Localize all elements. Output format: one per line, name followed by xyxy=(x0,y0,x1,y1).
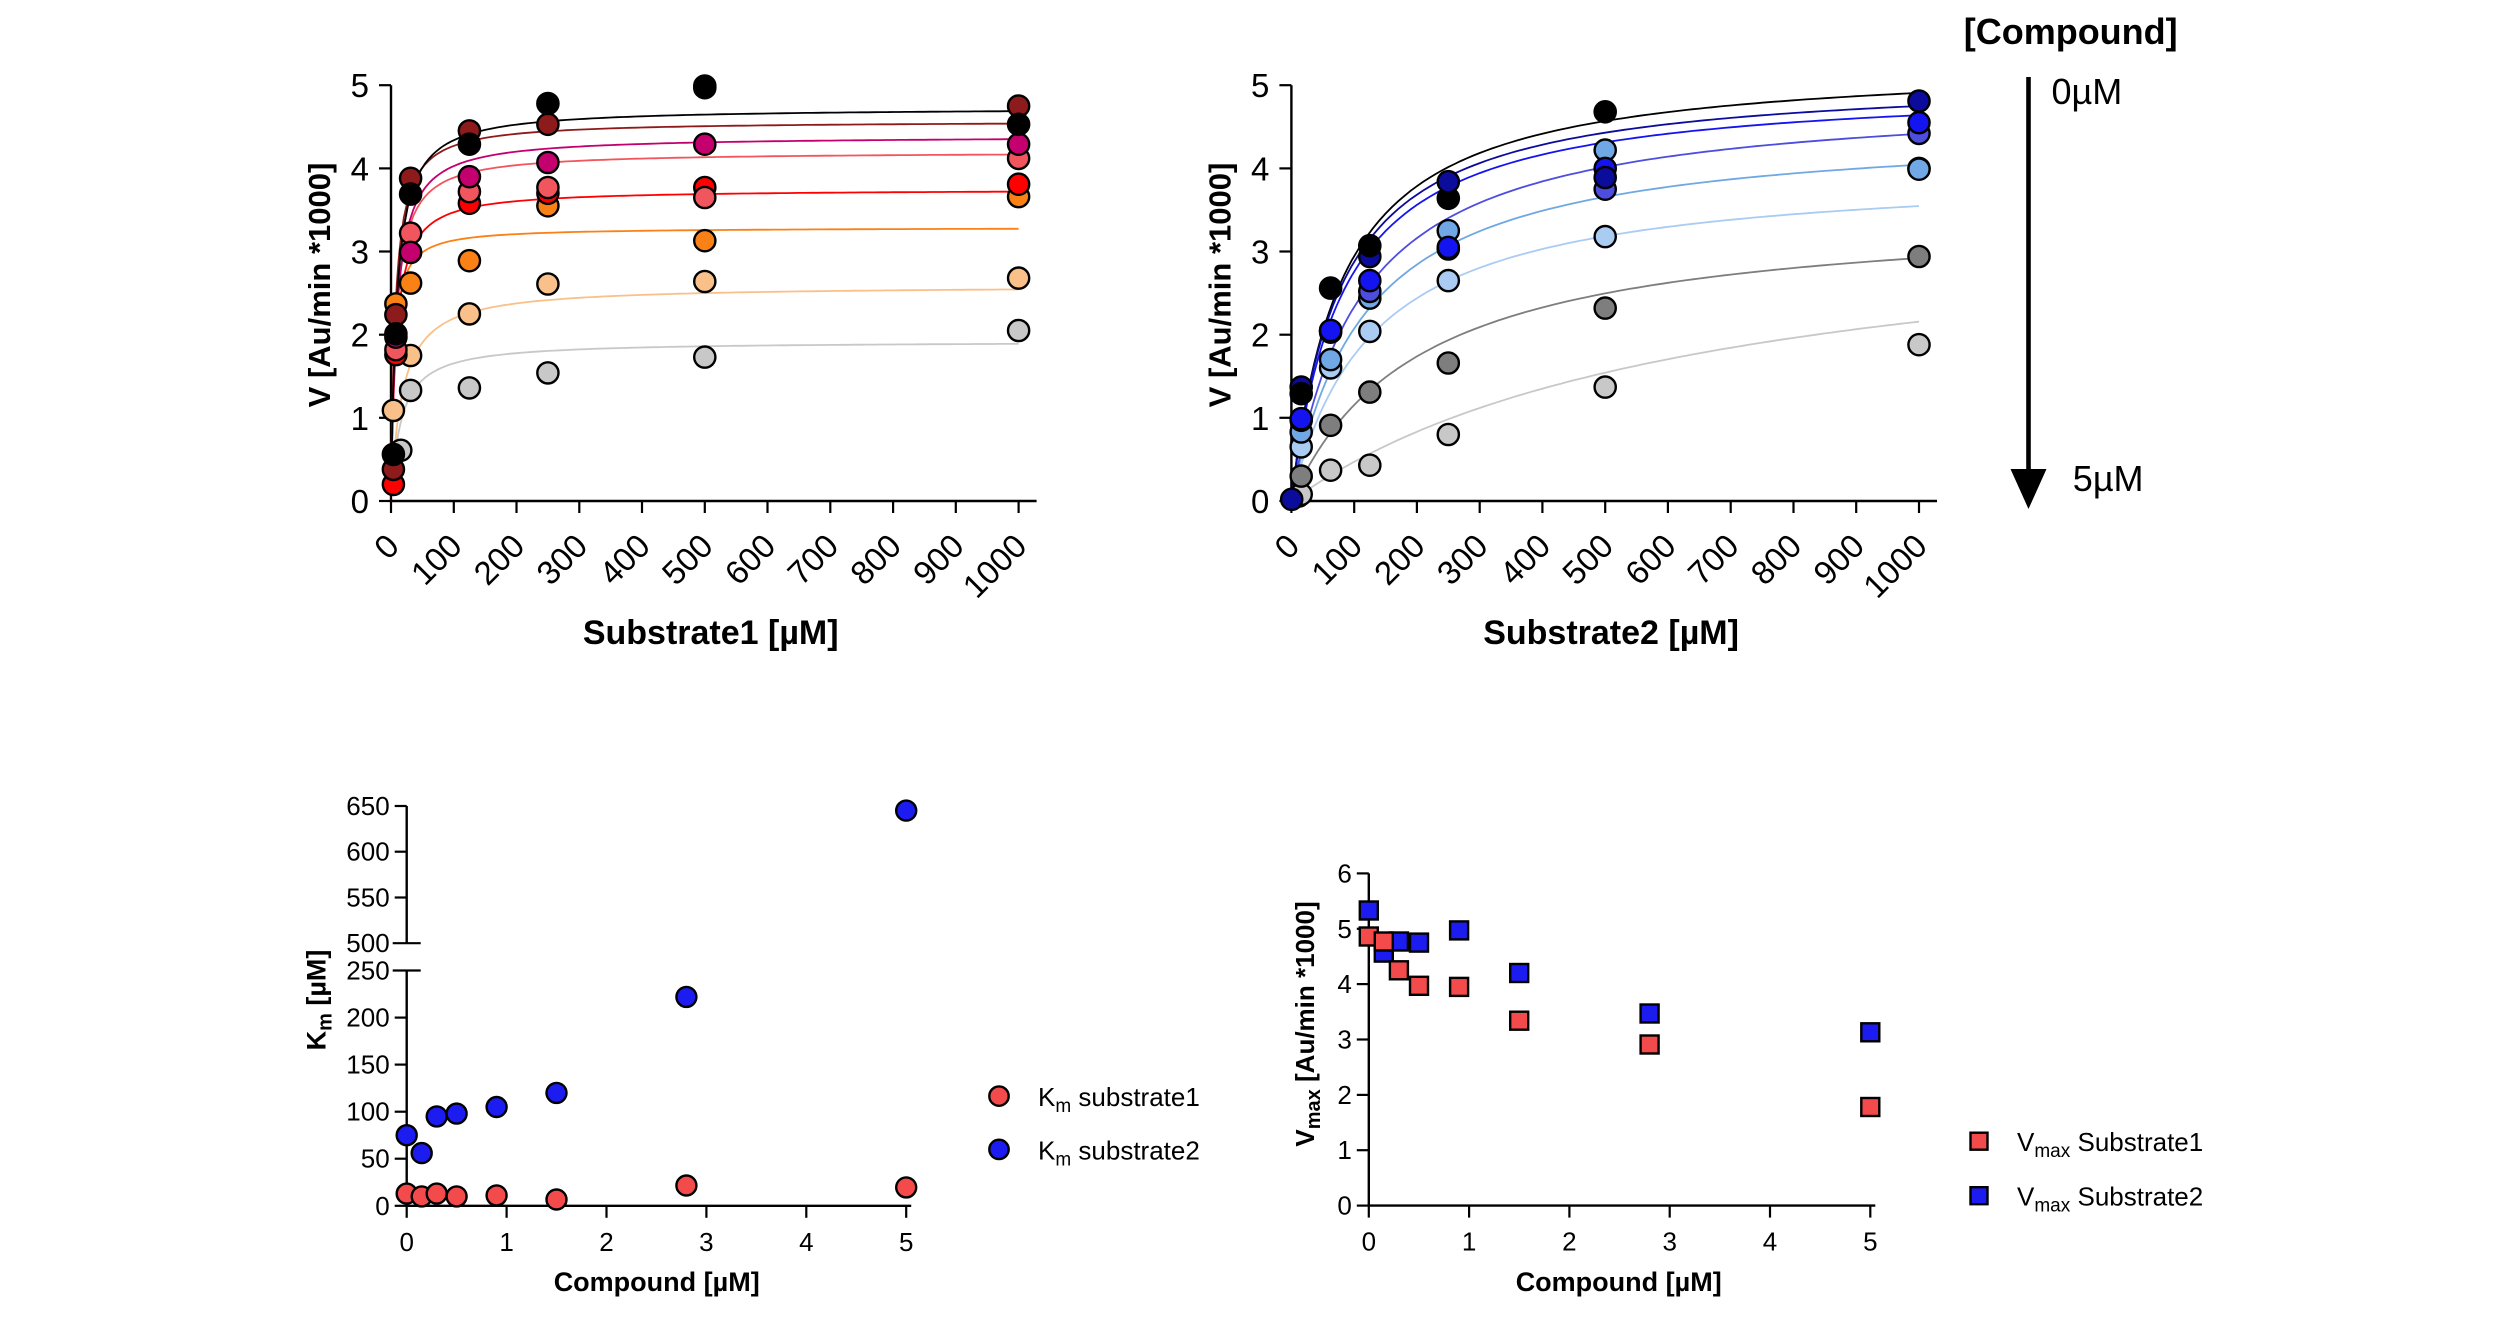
svg-text:0µM: 0µM xyxy=(2052,71,2123,112)
svg-text:6: 6 xyxy=(1337,858,1351,888)
svg-text:[Compound]: [Compound] xyxy=(1964,11,2178,52)
svg-text:2: 2 xyxy=(1337,1080,1351,1110)
svg-text:5: 5 xyxy=(899,1227,913,1257)
svg-text:50: 50 xyxy=(361,1144,390,1174)
svg-text:0: 0 xyxy=(375,1191,389,1221)
svg-text:1: 1 xyxy=(351,400,369,437)
svg-text:Compound [µM]: Compound [µM] xyxy=(1516,1267,1722,1297)
svg-text:0: 0 xyxy=(1251,483,1269,520)
svg-text:Compound [µM]: Compound [µM] xyxy=(554,1267,760,1297)
svg-text:650: 650 xyxy=(346,791,389,821)
svg-text:1: 1 xyxy=(1462,1227,1476,1257)
svg-text:Km [µM]: Km [µM] xyxy=(302,950,337,1051)
svg-text:3: 3 xyxy=(351,234,369,271)
svg-text:2: 2 xyxy=(599,1227,613,1257)
svg-text:2: 2 xyxy=(1562,1227,1576,1257)
svg-text:3: 3 xyxy=(699,1227,713,1257)
svg-text:4: 4 xyxy=(1337,969,1351,999)
svg-text:3: 3 xyxy=(1662,1227,1676,1257)
svg-text:0: 0 xyxy=(1362,1227,1376,1257)
svg-text:V [Au/min *1000]: V [Au/min *1000] xyxy=(1202,163,1237,408)
svg-text:200: 200 xyxy=(346,1003,389,1033)
svg-text:Substrate1 [µM]: Substrate1 [µM] xyxy=(583,614,839,652)
svg-text:3: 3 xyxy=(1337,1025,1351,1055)
svg-text:550: 550 xyxy=(346,883,389,913)
svg-text:1: 1 xyxy=(1251,400,1269,437)
svg-text:5: 5 xyxy=(1251,67,1269,104)
svg-text:2: 2 xyxy=(351,317,369,354)
svg-text:5: 5 xyxy=(1863,1227,1877,1257)
svg-text:0: 0 xyxy=(1337,1191,1351,1221)
svg-text:500: 500 xyxy=(346,928,389,958)
svg-text:V [Au/min *1000]: V [Au/min *1000] xyxy=(302,163,337,408)
svg-text:600: 600 xyxy=(346,837,389,867)
svg-text:Vmax [Au/min *1000]: Vmax [Au/min *1000] xyxy=(1290,901,1325,1146)
svg-text:0: 0 xyxy=(351,483,369,520)
svg-text:100: 100 xyxy=(346,1097,389,1127)
svg-text:5: 5 xyxy=(1337,914,1351,944)
svg-text:Substrate2 [µM]: Substrate2 [µM] xyxy=(1483,614,1739,652)
svg-text:4: 4 xyxy=(1251,150,1269,187)
svg-text:5µM: 5µM xyxy=(2073,458,2144,499)
svg-text:4: 4 xyxy=(351,150,369,187)
svg-text:3: 3 xyxy=(1251,234,1269,271)
svg-text:4: 4 xyxy=(1763,1227,1777,1257)
svg-text:250: 250 xyxy=(346,956,389,986)
svg-text:1: 1 xyxy=(499,1227,513,1257)
svg-text:150: 150 xyxy=(346,1050,389,1080)
svg-text:Km substrate2: Km substrate2 xyxy=(1038,1135,1200,1170)
svg-text:2: 2 xyxy=(1251,317,1269,354)
svg-text:Vmax Substrate1: Vmax Substrate1 xyxy=(2017,1127,2203,1162)
svg-text:4: 4 xyxy=(799,1227,813,1257)
svg-text:0: 0 xyxy=(399,1227,413,1257)
svg-text:1: 1 xyxy=(1337,1135,1351,1165)
svg-text:5: 5 xyxy=(351,67,369,104)
